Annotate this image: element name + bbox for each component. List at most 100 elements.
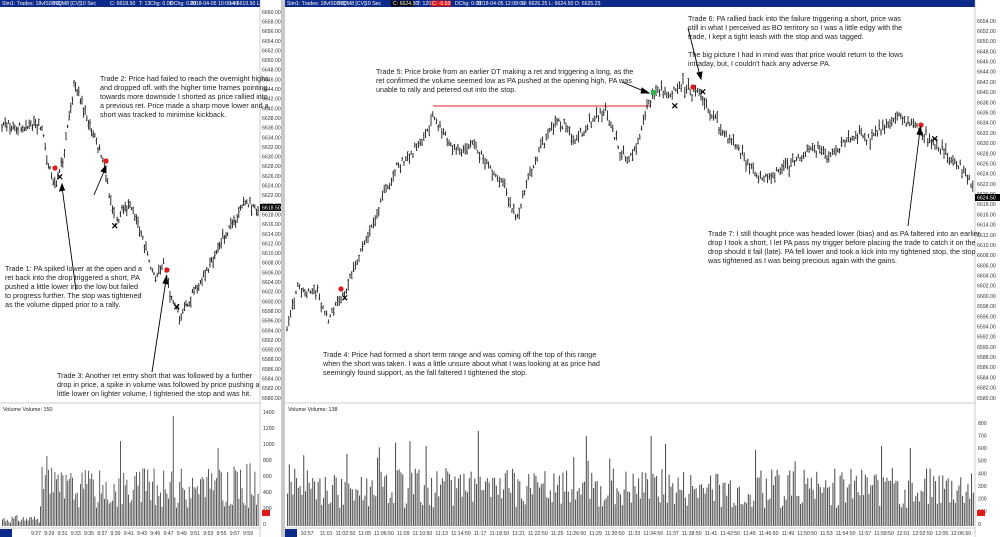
volume-bar — [576, 491, 578, 526]
volume-bar — [461, 496, 463, 526]
left-time-corner — [0, 529, 12, 537]
volume-tick-label: 400 — [263, 490, 272, 496]
volume-bar — [830, 505, 832, 526]
volume-bar — [499, 478, 501, 526]
trade7-annotation: Trade 7: I still thought price was heade… — [707, 229, 981, 265]
left-entry-marker-2 — [103, 158, 109, 164]
volume-bar — [136, 472, 137, 526]
volume-bar — [647, 479, 649, 526]
volume-bar — [188, 486, 190, 526]
volume-bar — [515, 506, 517, 526]
volume-bar — [580, 494, 582, 526]
volume-bar — [683, 472, 685, 526]
volume-bar — [22, 517, 24, 526]
left-annotation-arrows — [58, 164, 169, 373]
volume-bar — [227, 472, 229, 526]
volume-bar — [832, 482, 834, 526]
volume-bar — [423, 485, 425, 526]
time-tick-label: 11:37 — [666, 531, 679, 537]
trade6-line: intraday, but, I couldn't hack any adver… — [688, 59, 831, 68]
volume-bar — [256, 504, 257, 526]
time-tick-label: 12:01 — [897, 531, 910, 537]
volume-bar — [96, 507, 97, 526]
volume-bar — [486, 478, 488, 526]
price-tick-label: 6650.00 — [977, 39, 996, 45]
price-tick-label: 6584.00 — [977, 375, 996, 381]
volume-bar — [695, 488, 697, 526]
volume-bar — [834, 468, 836, 526]
price-tick-label: 6588.00 — [262, 357, 281, 363]
price-tick-label: 6592.00 — [262, 338, 281, 344]
price-tick-label: 6600.00 — [977, 294, 996, 300]
volume-bar — [251, 494, 253, 526]
price-tick-label: 6654.00 — [977, 19, 996, 25]
volume-bar — [166, 493, 168, 526]
price-tick-label: 6636.00 — [262, 126, 281, 132]
volume-bar — [43, 488, 45, 526]
volume-bar — [699, 484, 701, 526]
time-tick-label: 9:39 — [110, 531, 120, 537]
volume-bar — [929, 468, 931, 526]
time-tick-label: 11:57 — [859, 531, 872, 537]
volume-bar — [27, 520, 29, 526]
volume-bar — [785, 499, 787, 526]
right-price-bars — [286, 73, 974, 332]
volume-bar — [169, 482, 171, 526]
trade6-line: trade, I kept a tight leash with the sto… — [688, 32, 864, 41]
volume-bar — [54, 472, 56, 526]
volume-bar — [386, 474, 388, 526]
volume-bar — [963, 502, 965, 526]
time-tick-label: 11:50:50 — [797, 531, 817, 537]
price-tick-label: 6638.00 — [262, 116, 281, 122]
volume-bar — [566, 470, 568, 526]
time-tick-label: 11:01 — [320, 531, 333, 537]
volume-bar — [203, 479, 205, 526]
volume-bar — [38, 522, 40, 526]
volume-bar — [180, 468, 182, 526]
time-tick-label: 12:02:50 — [912, 531, 932, 537]
volume-bar — [68, 478, 70, 526]
volume-bar — [618, 491, 620, 526]
volume-bar — [145, 491, 147, 526]
volume-bar — [187, 507, 189, 526]
chart-divider[interactable] — [281, 0, 285, 537]
trade4-line: seemingly found support, as the fall fal… — [323, 368, 527, 377]
left-header-interval: 10 Sec — [80, 1, 97, 7]
volume-bar — [967, 484, 969, 526]
volume-bar — [787, 475, 789, 526]
trade2-line: a previous ret. Price made a sharp move … — [100, 101, 269, 110]
volume-bar — [83, 488, 85, 526]
price-tick-label: 6646.00 — [977, 60, 996, 66]
volume-bar — [719, 484, 721, 526]
volume-tick-label: 200 — [978, 497, 987, 503]
volume-bar — [713, 500, 715, 526]
volume-bar — [863, 495, 865, 526]
volume-bar — [902, 503, 904, 526]
volume-bar — [236, 472, 238, 526]
price-tick-label: 6602.00 — [977, 284, 996, 290]
volume-bar — [850, 468, 852, 526]
trade1-line: pushed a little lower into the low but f… — [5, 282, 138, 291]
volume-bar — [927, 503, 929, 526]
time-tick-label: 11:45 — [743, 531, 756, 537]
volume-bar — [232, 504, 233, 526]
time-tick-label: 11:13 — [435, 531, 448, 537]
left-exit-marker-3: ✕ — [173, 302, 181, 312]
volume-bar — [677, 477, 679, 526]
volume-bar — [960, 477, 962, 526]
volume-bar — [533, 473, 535, 526]
volume-bar — [931, 497, 933, 526]
volume-bar — [944, 488, 946, 526]
volume-bar — [598, 506, 600, 526]
price-tick-label: 6654.00 — [262, 39, 281, 45]
volume-bar — [614, 504, 616, 526]
time-tick-label: 11:54:50 — [836, 531, 856, 537]
volume-bar — [821, 492, 823, 526]
volume-bar — [542, 483, 544, 526]
price-tick-label: 6594.00 — [262, 328, 281, 334]
left-entry-marker-1 — [52, 165, 58, 171]
right-volume-label: Volume Volume: 138 — [288, 407, 337, 413]
volume-bar — [182, 487, 184, 526]
time-tick-label: 11:34:50 — [643, 531, 663, 537]
right-chart: Sim1: Trades: 18vIS08:00 NQM8 [CV] 10 Se… — [285, 0, 1000, 537]
